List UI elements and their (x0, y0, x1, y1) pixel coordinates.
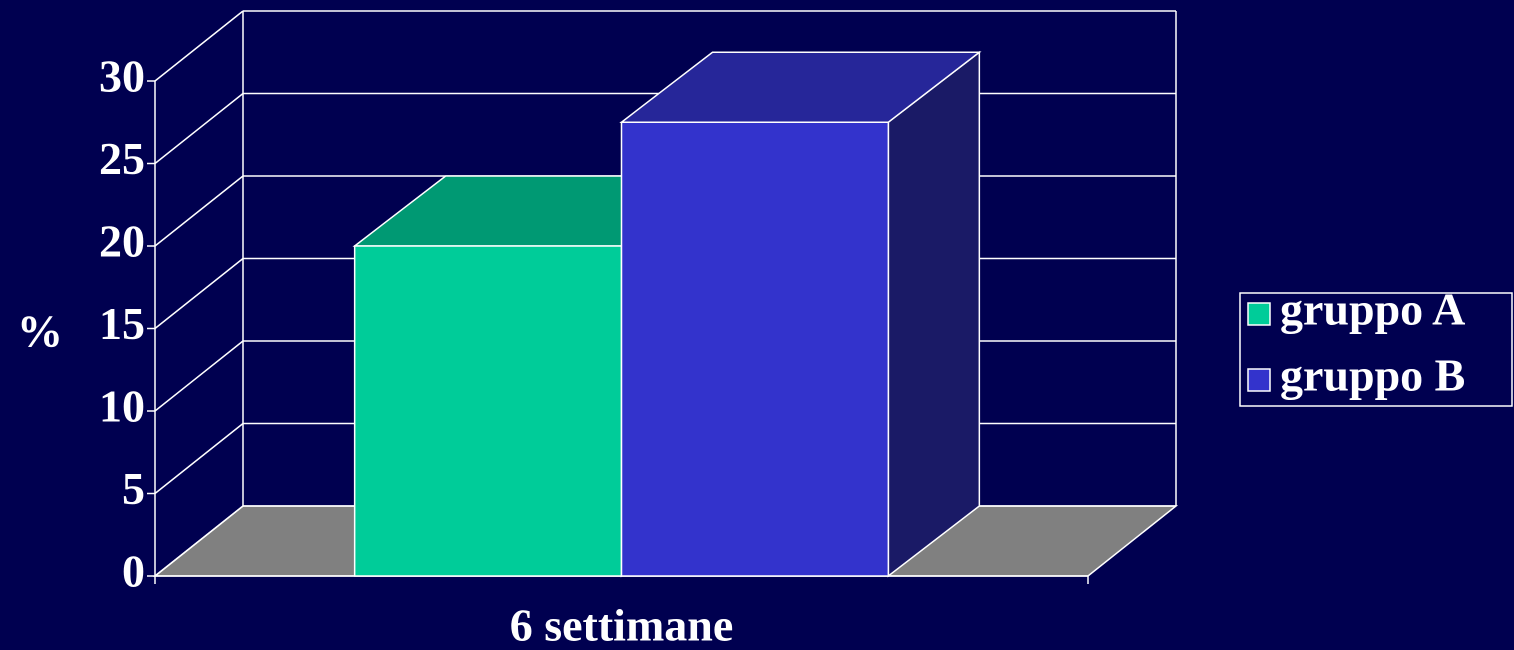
y-tick-label: 25 (99, 133, 145, 184)
legend-box (1239, 292, 1513, 407)
legend-label: gruppo A (1280, 284, 1465, 335)
y-tick-label: 0 (122, 546, 145, 597)
grid-line (154, 92, 244, 165)
grid-line (154, 175, 244, 247)
legend-swatch (1247, 368, 1271, 392)
bar (620, 121, 890, 577)
y-tick-label: 20 (99, 216, 145, 267)
x-tick-label: 6 settimane (510, 600, 734, 650)
y-tick-label: 5 (122, 463, 145, 514)
grid-line (154, 257, 244, 330)
bar-side (887, 50, 981, 578)
grid-line (154, 10, 244, 82)
legend-swatch (1247, 302, 1271, 326)
grid-line (154, 422, 244, 495)
y-tick-label: 15 (99, 298, 145, 349)
y-tick-label: 30 (99, 51, 145, 102)
grid-line (154, 505, 244, 577)
bar (353, 245, 623, 577)
grid-line (154, 340, 244, 412)
y-tick-label: 10 (99, 381, 145, 432)
y-axis-label: % (17, 306, 63, 357)
legend-label: gruppo B (1280, 350, 1465, 401)
